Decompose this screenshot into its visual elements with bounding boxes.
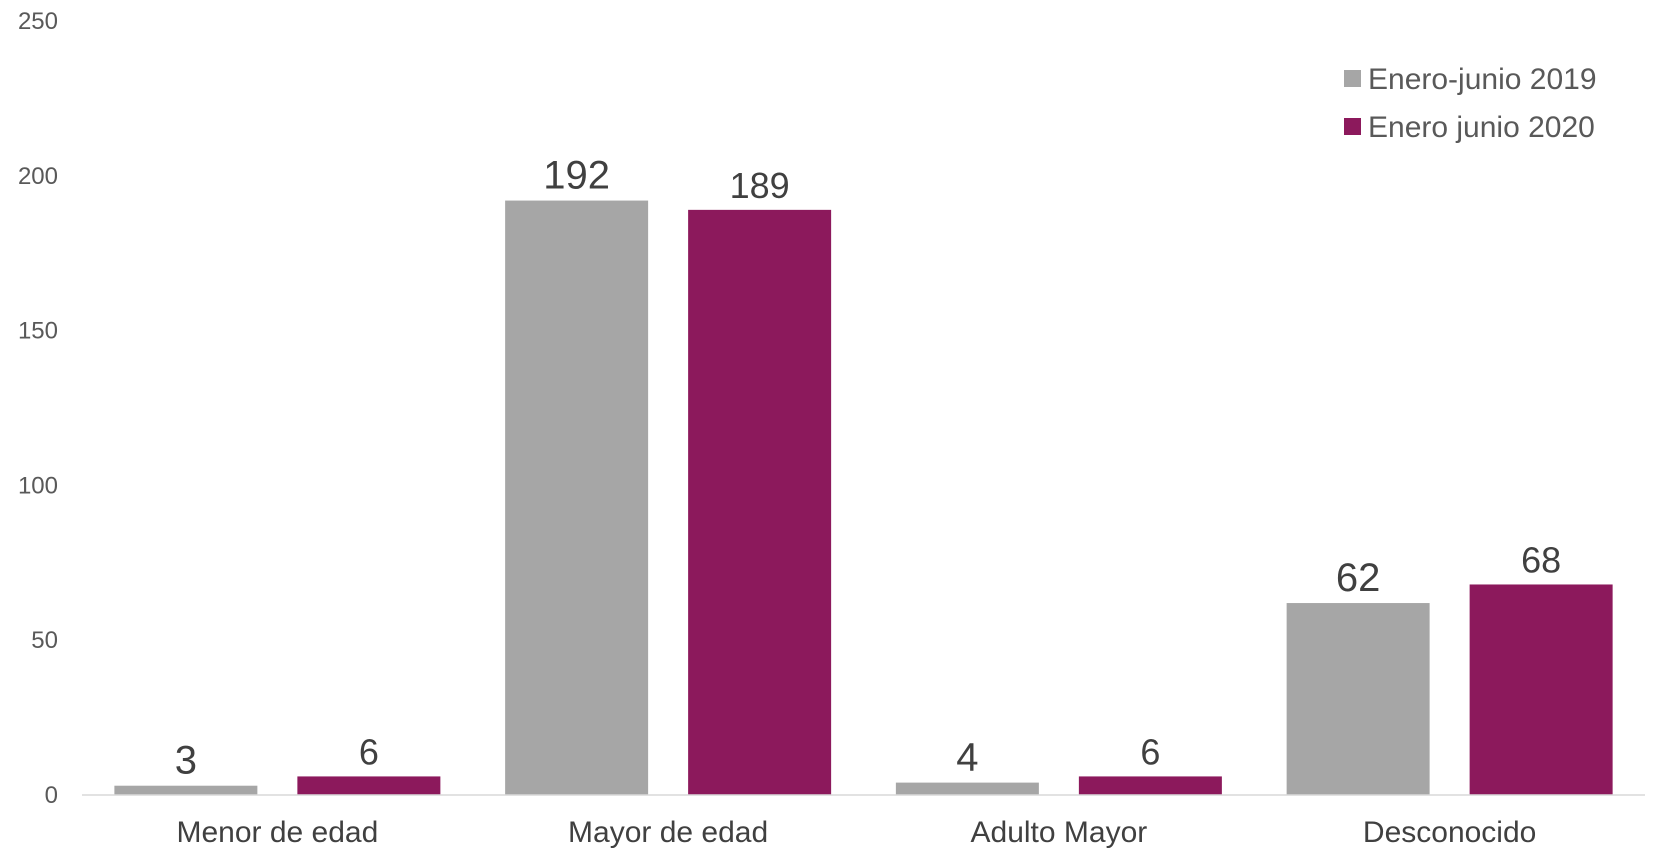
legend-label: Enero-junio 2019 (1368, 63, 1597, 96)
bar (297, 776, 441, 795)
category-label: Desconocido (1363, 816, 1536, 849)
legend-swatch (1344, 70, 1361, 87)
data-labels: 3 6 192 189 4 6 62 68 (175, 154, 1561, 783)
category-label: Mayor de edad (568, 816, 768, 849)
data-label: 3 (175, 739, 197, 783)
y-axis-ticks: 0 50 100 150 200 250 (18, 8, 58, 809)
data-label: 192 (543, 154, 610, 198)
data-label: 4 (956, 736, 978, 780)
data-label: 6 (359, 731, 379, 772)
legend-swatch (1344, 118, 1361, 135)
category-label: Menor de edad (176, 816, 378, 849)
legend-label: Enero junio 2020 (1368, 111, 1595, 144)
bar (1469, 584, 1613, 795)
bars (114, 200, 1613, 795)
bar (895, 782, 1039, 795)
data-label: 68 (1521, 539, 1561, 580)
data-label: 62 (1336, 556, 1381, 600)
y-tick-label: 100 (18, 472, 58, 499)
data-label: 189 (730, 165, 790, 206)
bar (1078, 776, 1222, 795)
bar (114, 785, 258, 795)
y-tick-label: 50 (31, 627, 58, 654)
bar (1286, 603, 1430, 795)
y-tick-label: 0 (45, 782, 58, 809)
bar (688, 209, 832, 795)
category-label: Adulto Mayor (971, 816, 1148, 849)
bar (505, 200, 649, 795)
y-tick-label: 150 (18, 318, 58, 345)
data-label: 6 (1140, 731, 1160, 772)
y-tick-label: 200 (18, 163, 58, 190)
y-tick-label: 250 (18, 8, 58, 35)
legend: Enero-junio 2019 Enero junio 2020 (1344, 63, 1597, 144)
category-labels: Menor de edad Mayor de edad Adulto Mayor De… (176, 816, 1536, 849)
